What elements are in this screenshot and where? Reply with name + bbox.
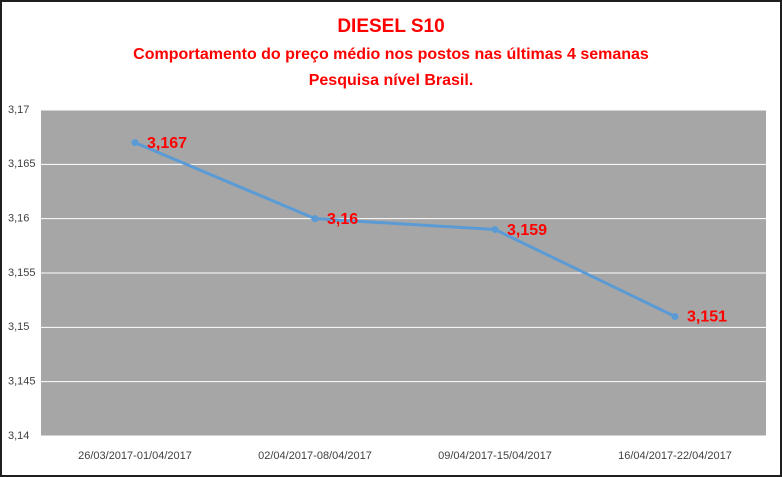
point [311, 215, 319, 223]
x-tick-label: 09/04/2017-15/04/2017 [438, 450, 552, 462]
x-tick-label: 02/04/2017-08/04/2017 [258, 450, 372, 462]
x-tick-label: 26/03/2017-01/04/2017 [78, 450, 192, 462]
y-tick-label: 3,165 [8, 158, 36, 170]
point [491, 226, 499, 234]
x-tick-label: 16/04/2017-22/04/2017 [618, 450, 732, 462]
y-tick-label: 3,14 [8, 430, 29, 442]
y-tick-label: 3,16 [8, 213, 29, 225]
chart-title: DIESEL S10 [337, 16, 444, 37]
data-label: 3,16 [327, 211, 358, 228]
chart-subtitle: Pesquisa nível Brasil. [309, 72, 474, 89]
y-tick-label: 3,15 [8, 321, 29, 333]
y-tick-label: 3,145 [8, 376, 36, 388]
point [131, 139, 139, 147]
data-label: 3,159 [507, 222, 547, 239]
y-tick-label: 3,17 [8, 104, 29, 116]
data-label: 3,151 [687, 309, 727, 326]
line [134, 141, 676, 318]
chart-subtitle: Comportamento do preço médio nos postos … [133, 46, 649, 63]
y-tick-label: 3,155 [8, 267, 36, 279]
point [671, 312, 679, 320]
data-label: 3,167 [147, 135, 187, 152]
